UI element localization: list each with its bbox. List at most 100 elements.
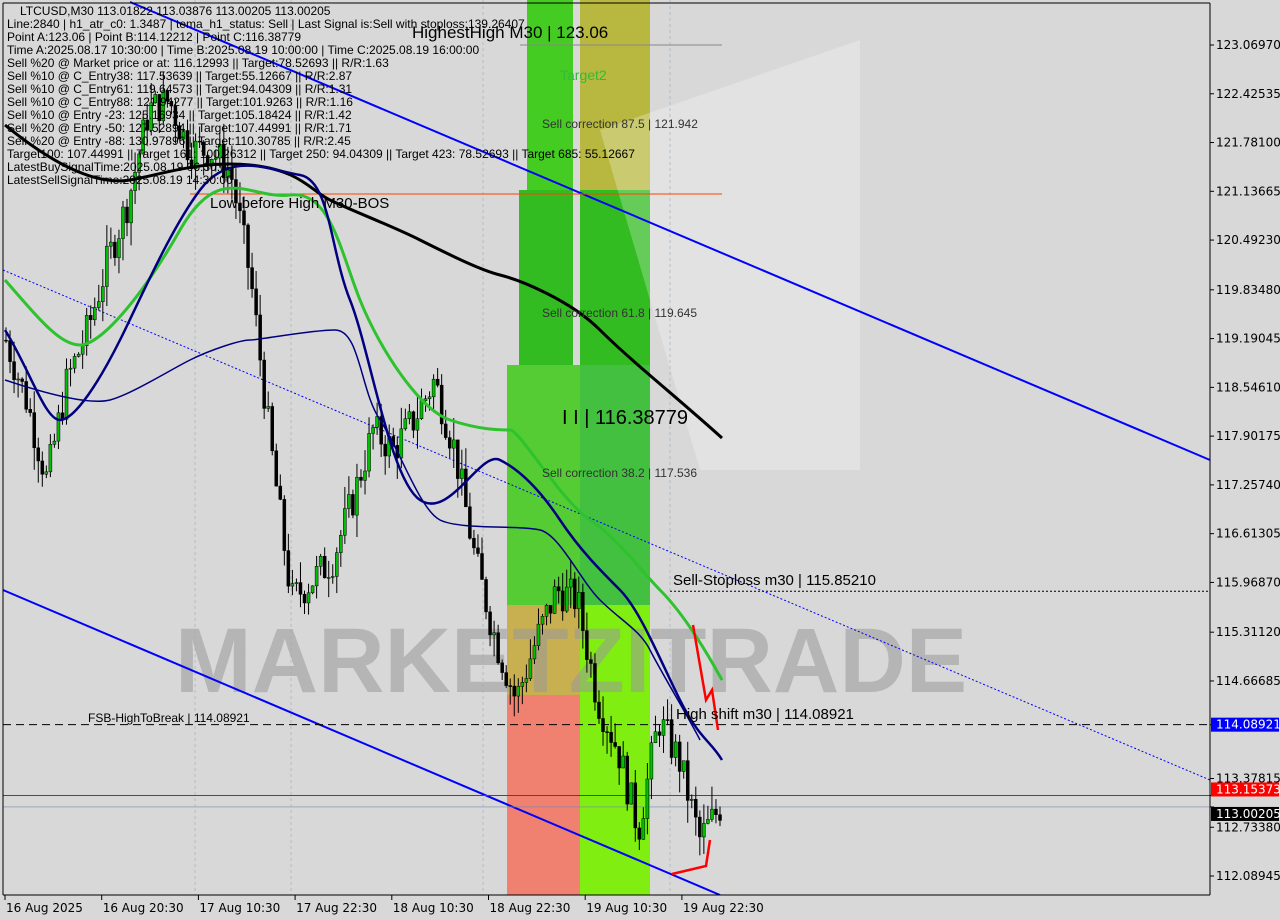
candle-bear: [500, 662, 504, 673]
price-tick-label: 115.96870: [1216, 575, 1280, 589]
candle-bull: [403, 418, 408, 430]
time-axis[interactable]: 16 Aug 2025 16 Aug 20:30 17 Aug 10:30 17 Au…: [4, 895, 764, 915]
candle-bear: [238, 202, 242, 212]
candle-bear: [464, 468, 468, 507]
price-axis-bg: [1210, 0, 1280, 920]
candle-bear: [439, 384, 444, 425]
sell-stoploss-label: Sell-Stoploss m30 | 115.85210: [673, 572, 876, 589]
price-tick-label: 113.15373: [1216, 782, 1280, 796]
candle-bull: [564, 586, 569, 612]
candle-bear: [605, 731, 609, 733]
candle-bull: [452, 439, 456, 449]
candle-bear: [698, 816, 702, 838]
candle-bull: [710, 808, 714, 820]
candle-bull: [528, 658, 533, 679]
candle-bull: [56, 412, 61, 442]
candle-bear: [173, 105, 178, 126]
candle-bull: [97, 301, 101, 308]
candle-bull: [68, 367, 73, 370]
candle-bull: [153, 94, 158, 104]
candle-bear: [165, 90, 170, 102]
candle-bear: [185, 130, 190, 161]
time-tick-label: 17 Aug 22:30: [296, 901, 377, 915]
candle-bear: [476, 547, 480, 554]
info-line: Sell %20 @ Entry -50: 127.52894 || Targe…: [7, 121, 352, 135]
candle-bear: [480, 553, 484, 580]
candle-bull: [310, 585, 315, 594]
candle-bear: [694, 799, 698, 818]
info-line: Line:2840 | h1_atr_c0: 1.3487 | tema_h1_…: [7, 17, 525, 31]
candle-bull: [577, 592, 581, 610]
candle-bear: [201, 141, 206, 156]
candle-bull: [330, 576, 335, 578]
candles: [4, 71, 722, 856]
candle-bear: [254, 288, 258, 316]
candle-bear: [250, 267, 254, 290]
symbol-ohlc: LTCUSD,M30 113.01822 113.03876 113.00205…: [20, 4, 331, 18]
candle-bull: [367, 433, 371, 472]
time-tick-label: 19 Aug 22:30: [683, 901, 764, 915]
candle-bear: [601, 718, 605, 732]
candle-bear: [496, 632, 500, 664]
price-tick-label: 112.73380: [1216, 820, 1280, 834]
candle-bear: [169, 101, 174, 107]
time-tick-label: 18 Aug 22:30: [490, 901, 571, 915]
price-tick-label: 119.19045: [1216, 332, 1280, 346]
candle-bear: [383, 443, 387, 457]
price-tick-label: 119.83480: [1216, 283, 1280, 297]
upper-channel-line[interactable]: [129, 1, 1211, 461]
info-line: Sell %10 @ C_Entry61: 119.64573 || Targe…: [7, 82, 353, 96]
candle-bear: [8, 340, 12, 362]
candle-bull: [540, 616, 545, 625]
candle-bear: [573, 578, 577, 610]
price-tag: [1211, 717, 1279, 732]
candle-bear: [88, 315, 93, 320]
candle-bear: [270, 406, 274, 452]
ema-fast-line: [3, 164, 724, 761]
price-tick-label: 115.31120: [1216, 625, 1280, 639]
candle-bear: [40, 460, 45, 475]
candle-bull: [105, 245, 109, 287]
price-axis[interactable]: 123.06970 122.42535 121.78100 121.13665 120.…: [1210, 38, 1280, 883]
candle-bull: [44, 471, 49, 475]
candle-bear: [468, 506, 472, 539]
zigzag-low-line: [671, 839, 712, 876]
candle-bull: [532, 645, 537, 660]
candle-bull: [661, 719, 666, 736]
info-line: Target100: 107.44991 || Target 161: 100.…: [7, 147, 635, 161]
target2-label: Target2: [560, 67, 607, 83]
candle-bull: [415, 418, 420, 431]
candle-bear: [714, 808, 718, 815]
candle-bear: [443, 423, 448, 438]
highest-high-label: HighestHigh M30 | 123.06: [412, 23, 608, 42]
candle-bear: [625, 755, 629, 805]
info-line: Time A:2025.08.17 10:30:00 | Time B:2025…: [7, 43, 480, 57]
lower-channel-line[interactable]: [2, 589, 721, 896]
price-tick-label: 123.06970: [1216, 38, 1280, 52]
candle-bear: [447, 437, 452, 449]
candle-bear: [234, 179, 238, 204]
candle-bull: [355, 476, 359, 516]
candle-bear: [488, 611, 492, 636]
candle-bear: [20, 378, 24, 382]
candle-bear: [282, 499, 287, 551]
price-tick-label: 116.61305: [1216, 527, 1280, 541]
candle-bear: [24, 381, 28, 410]
candle-bull: [72, 356, 77, 369]
candle-bull: [520, 682, 525, 687]
candle-bear: [581, 592, 585, 631]
candle-bull: [326, 577, 331, 579]
zone-olive-top: [580, 0, 650, 190]
candle-bull: [645, 778, 650, 819]
candle-bull: [84, 315, 89, 347]
candle-bear: [246, 224, 250, 268]
candle-bear: [32, 412, 36, 449]
zigzag-line: [691, 624, 720, 731]
ma-mid-line: [3, 186, 724, 681]
zone-green-upper: [519, 190, 573, 370]
candle-bull: [161, 90, 166, 122]
zone-green-top: [527, 0, 573, 200]
candle-bear: [177, 125, 182, 140]
